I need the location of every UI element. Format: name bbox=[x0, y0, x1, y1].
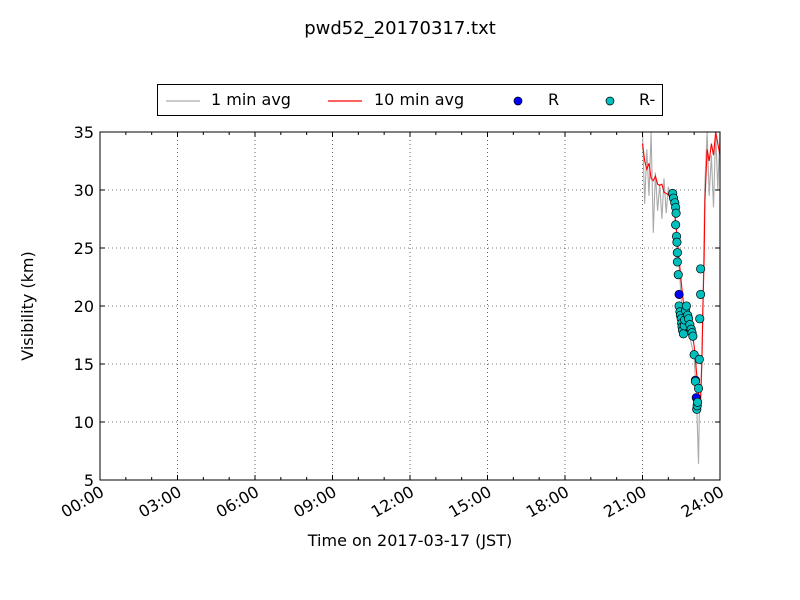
data-point-r bbox=[671, 220, 681, 230]
data-point-r bbox=[678, 329, 688, 339]
data-point-r bbox=[693, 397, 703, 407]
y-tick-label: 30 bbox=[74, 181, 94, 200]
y-tick-label: 25 bbox=[74, 239, 94, 258]
y-tick-label: 35 bbox=[74, 123, 94, 142]
data-point-r bbox=[673, 270, 683, 280]
legend-label-1min: 1 min avg bbox=[211, 90, 291, 109]
x-tick-label: 12:00 bbox=[368, 482, 417, 522]
data-point-r bbox=[696, 264, 706, 274]
data-point-r bbox=[674, 289, 684, 299]
x-axis-label: Time on 2017-03-17 (JST) bbox=[307, 531, 512, 550]
data-point-r bbox=[696, 289, 706, 299]
y-tick-label: 20 bbox=[74, 297, 94, 316]
legend-swatch-rminus bbox=[605, 96, 615, 106]
y-axis-label: Visibility (km) bbox=[18, 251, 37, 360]
data-point-r bbox=[693, 383, 704, 393]
data-point-r bbox=[681, 301, 691, 311]
legend-label-10min: 10 min avg bbox=[374, 90, 465, 109]
data-point-r bbox=[672, 248, 682, 258]
x-tick-label: 06:00 bbox=[213, 482, 262, 522]
legend: 1 min avg 10 min avg R R- bbox=[157, 84, 663, 116]
data-point-r bbox=[688, 331, 698, 341]
legend-label-r: R bbox=[548, 90, 560, 109]
x-tick-label: 21:00 bbox=[600, 482, 649, 522]
x-tick-label: 24:00 bbox=[678, 482, 727, 522]
data-point-r bbox=[694, 354, 704, 364]
x-tick-label: 03:00 bbox=[135, 482, 184, 522]
data-point-r bbox=[671, 208, 681, 218]
x-tick-label: 09:00 bbox=[290, 482, 339, 522]
data-point-r bbox=[672, 237, 682, 247]
legend-label-rminus: R- bbox=[639, 90, 656, 109]
legend-swatch-r bbox=[513, 96, 523, 106]
data-point-r bbox=[695, 314, 705, 324]
x-tick-label: 00:00 bbox=[58, 482, 107, 522]
data-point-r bbox=[672, 257, 682, 267]
grid bbox=[100, 132, 720, 480]
chart-title: pwd52_20170317.txt bbox=[304, 18, 496, 39]
x-tick-label: 18:00 bbox=[523, 482, 572, 522]
plot-area bbox=[641, 132, 720, 464]
x-tick-label: 15:00 bbox=[445, 482, 494, 522]
ticks: 00:00 03:00 06:00 09:00 12:00 15:00 18:00 21:00… bbox=[58, 123, 727, 522]
y-tick-label: 15 bbox=[74, 355, 94, 374]
y-tick-label: 10 bbox=[74, 413, 94, 432]
y-tick-label: 5 bbox=[84, 471, 94, 490]
